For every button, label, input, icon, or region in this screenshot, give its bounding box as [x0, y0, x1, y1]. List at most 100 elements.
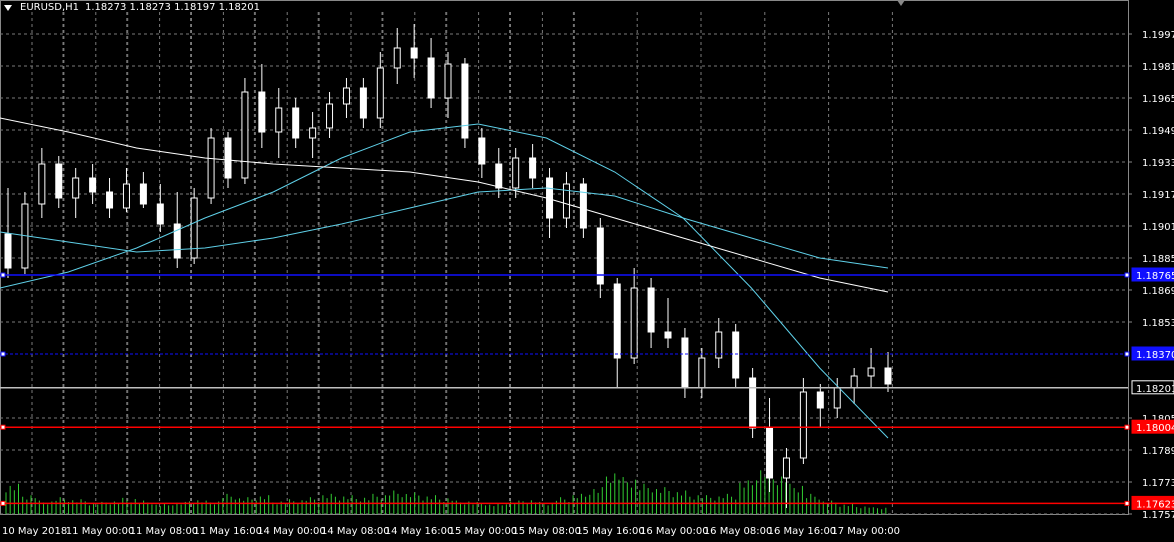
candle-bear — [410, 47, 418, 59]
x-tick-label: 14 May 08:00 — [321, 526, 390, 537]
y-tick-label: 1.18690 — [1142, 286, 1174, 297]
candle-bull — [782, 457, 790, 479]
x-tick-label: 11 May 16:00 — [193, 526, 262, 537]
candle-bear — [766, 427, 774, 479]
candle-bear — [224, 137, 232, 179]
candle-bear — [681, 337, 689, 389]
moving-average-slow — [0, 117, 889, 293]
candle-bull — [72, 177, 80, 199]
candle-bull — [122, 183, 130, 209]
x-tick-label: 10 May 2018 — [2, 526, 67, 537]
candle-bear — [529, 157, 537, 179]
line-anchor-left[interactable] — [0, 500, 6, 506]
y-tick-label: 1.19330 — [1142, 158, 1174, 169]
candle-bear — [749, 377, 757, 429]
candle-bear — [579, 183, 587, 229]
x-tick-label: 16 May 08:00 — [704, 526, 773, 537]
candle-bull — [867, 367, 875, 377]
ohlc-values: 1.18273 1.18273 1.18197 1.18201 — [85, 2, 260, 13]
candle-bear — [292, 107, 300, 139]
y-tick-label: 1.19010 — [1142, 222, 1174, 233]
price-label: 1.18201 — [1136, 384, 1174, 395]
candle-bull — [342, 87, 350, 105]
candle-bull — [309, 127, 317, 139]
chart-title: EURUSD,H1 1.18273 1.18273 1.18197 1.1820… — [4, 2, 260, 13]
candle-bull — [698, 357, 706, 389]
y-tick-label: 1.19970 — [1142, 30, 1174, 41]
x-tick-label: 17 May 00:00 — [831, 526, 900, 537]
price-label-box — [1131, 419, 1174, 434]
x-tick-label: 16 May 00:00 — [640, 526, 709, 537]
x-tick-label: 14 May 16:00 — [385, 526, 454, 537]
x-tick-label: 15 May 16:00 — [576, 526, 645, 537]
y-tick-label: 1.17890 — [1142, 446, 1174, 457]
y-tick-label: 1.17730 — [1142, 478, 1174, 489]
candle-bear — [258, 91, 266, 133]
candle-bear — [55, 163, 63, 199]
candle-bear — [156, 203, 164, 225]
candle-bear — [664, 331, 672, 339]
price-label-box — [1131, 495, 1174, 510]
chart-shift-icon[interactable] — [896, 0, 906, 6]
candle-bull — [241, 91, 249, 179]
line-anchor-left[interactable] — [0, 272, 6, 278]
price-label: 1.18370 — [1136, 350, 1174, 361]
moving-average-mid — [0, 187, 889, 269]
y-tick-label: 1.19650 — [1142, 94, 1174, 105]
candle-bull — [799, 391, 807, 459]
candle-bear — [106, 191, 114, 209]
candle-bear — [89, 177, 97, 193]
y-tick-label: 1.19810 — [1142, 62, 1174, 73]
candle-bear — [173, 223, 181, 259]
candle-bull — [850, 375, 858, 389]
candle-bull — [512, 157, 520, 189]
moving-average-fast — [0, 123, 889, 439]
candle-bear — [359, 87, 367, 119]
price-label: 1.18004 — [1136, 423, 1174, 434]
x-tick-label: 11 May 00:00 — [66, 526, 135, 537]
symbol-label: EURUSD,H1 — [20, 2, 80, 13]
candle-bear — [495, 163, 503, 189]
candle-bear — [427, 57, 435, 99]
candle-bear — [732, 331, 740, 379]
candle-bull — [562, 183, 570, 219]
line-anchor-left[interactable] — [0, 424, 6, 430]
price-label-box — [1131, 380, 1174, 395]
y-tick-label: 1.18050 — [1142, 414, 1174, 425]
candle-bear — [647, 287, 655, 333]
y-tick-label: 1.17570 — [1142, 510, 1174, 521]
candle-bull — [38, 163, 46, 205]
candle-bull — [207, 137, 215, 199]
line-anchor-right[interactable] — [1124, 424, 1130, 430]
line-anchor-right[interactable] — [1124, 351, 1130, 357]
price-label-box — [1131, 267, 1174, 282]
x-tick-label: 15 May 08:00 — [512, 526, 581, 537]
price-label-box — [1131, 346, 1174, 361]
y-tick-label: 1.19170 — [1142, 190, 1174, 201]
chevron-down-icon — [4, 4, 12, 11]
line-anchor-right[interactable] — [1124, 272, 1130, 278]
line-anchor-left[interactable] — [0, 351, 6, 357]
candle-bull — [393, 47, 401, 69]
candle-bull — [833, 387, 841, 409]
candle-bear — [596, 227, 604, 285]
y-tick-label: 1.18530 — [1142, 318, 1174, 329]
candle-bull — [715, 331, 723, 359]
candle-bull — [376, 67, 384, 119]
candle-bear — [613, 283, 621, 359]
candle-bull — [444, 63, 452, 99]
candle-bear — [478, 137, 486, 165]
candle-bull — [630, 287, 638, 359]
candle-bear — [139, 183, 147, 205]
line-anchor-right[interactable] — [1124, 500, 1130, 506]
price-label: 1.17623 — [1136, 499, 1174, 510]
x-tick-label: 11 May 08:00 — [130, 526, 199, 537]
candle-bear — [884, 367, 892, 385]
candle-bear — [461, 63, 469, 139]
candle-bear — [816, 391, 824, 409]
y-tick-label: 1.19490 — [1142, 126, 1174, 137]
candle-bull — [275, 107, 283, 133]
candle-bull — [190, 197, 198, 259]
